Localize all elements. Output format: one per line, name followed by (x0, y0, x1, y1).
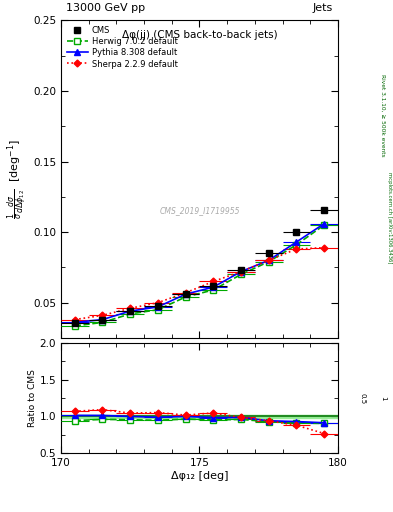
Text: Δφ(jj) (CMS back-to-back jets): Δφ(jj) (CMS back-to-back jets) (122, 30, 277, 40)
Legend: CMS, Herwig 7.0.2 default, Pythia 8.308 default, Sherpa 2.2.9 default: CMS, Herwig 7.0.2 default, Pythia 8.308 … (65, 25, 179, 70)
Text: 13000 GeV pp: 13000 GeV pp (66, 3, 145, 13)
Text: Jets: Jets (312, 3, 332, 13)
Text: mcplots.cern.ch [arXiv:1306.3436]: mcplots.cern.ch [arXiv:1306.3436] (387, 172, 391, 263)
Text: CMS_2019_I1719955: CMS_2019_I1719955 (159, 206, 240, 216)
Text: Rivet 3.1.10, ≥ 500k events: Rivet 3.1.10, ≥ 500k events (381, 74, 386, 157)
Y-axis label: Ratio to CMS: Ratio to CMS (28, 369, 37, 427)
Y-axis label: $\frac{1}{\sigma}\frac{d\sigma}{d\Delta\phi_{12}}$  [deg$^{-1}$]: $\frac{1}{\sigma}\frac{d\sigma}{d\Delta\… (6, 139, 30, 219)
X-axis label: Δφ₁₂ [deg]: Δφ₁₂ [deg] (171, 471, 228, 481)
Text: 2


1


0.5: 2 1 0.5 (359, 393, 393, 403)
Bar (61, 415, 338, 418)
